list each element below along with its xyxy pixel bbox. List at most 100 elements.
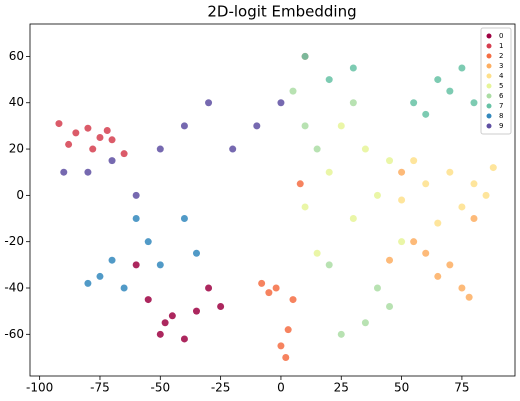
point <box>301 203 309 211</box>
legend-marker <box>486 53 492 59</box>
point <box>103 127 111 135</box>
point <box>325 261 333 269</box>
legend-label: 5 <box>499 82 503 90</box>
point <box>410 238 418 246</box>
point <box>132 261 140 269</box>
point <box>422 180 430 188</box>
point <box>446 87 454 95</box>
y-tick-label: 40 <box>9 95 24 109</box>
point <box>289 296 297 304</box>
point <box>325 168 333 176</box>
point <box>156 145 164 153</box>
point <box>489 164 497 172</box>
point <box>108 136 116 144</box>
y-tick-label: 60 <box>9 49 24 63</box>
point <box>410 157 418 165</box>
x-tick-label: 25 <box>334 381 349 395</box>
point <box>205 99 213 107</box>
x-tick-label: 75 <box>454 381 469 395</box>
point <box>108 256 116 264</box>
legend-marker <box>486 123 492 129</box>
legend-marker <box>486 63 492 69</box>
point <box>398 196 406 204</box>
axes: -100 -75 -50 -25 0 25 50 75 -60 -40 -20 0 20 40 60 <box>4 49 469 395</box>
legend-marker <box>486 43 492 49</box>
point <box>373 191 381 199</box>
point <box>301 52 309 60</box>
point <box>253 122 261 130</box>
point <box>144 238 152 246</box>
point <box>120 284 128 292</box>
point <box>325 76 333 84</box>
y-tick-label: -20 <box>4 234 24 248</box>
point <box>161 319 169 327</box>
point <box>84 279 92 287</box>
chart-title: 2D-logit Embedding <box>207 3 356 21</box>
point <box>132 215 140 223</box>
point <box>482 191 490 199</box>
point <box>217 303 225 311</box>
point <box>470 180 478 188</box>
x-tick-label: -100 <box>26 381 53 395</box>
point <box>156 330 164 338</box>
legend-box <box>480 27 512 135</box>
point <box>349 215 357 223</box>
point <box>84 168 92 176</box>
point <box>470 99 478 107</box>
point <box>470 215 478 223</box>
point <box>96 133 104 141</box>
point <box>349 99 357 107</box>
point <box>361 319 369 327</box>
point <box>337 122 345 130</box>
x-tick-label: -50 <box>150 381 170 395</box>
point <box>386 303 394 311</box>
point <box>458 203 466 211</box>
point <box>289 87 297 95</box>
y-tick-label: -60 <box>4 327 24 341</box>
legend-label: 3 <box>499 62 503 70</box>
point <box>458 284 466 292</box>
legend-marker <box>486 113 492 119</box>
point <box>446 168 454 176</box>
point <box>229 145 237 153</box>
point <box>301 122 309 130</box>
point <box>398 168 406 176</box>
point <box>84 124 92 132</box>
y-tick-label: 20 <box>9 142 24 156</box>
point <box>180 122 188 130</box>
legend-label: 7 <box>499 102 503 110</box>
point <box>458 64 466 72</box>
point <box>398 238 406 246</box>
legend-label: 6 <box>499 92 504 100</box>
legend-marker <box>486 73 492 79</box>
point <box>296 180 304 188</box>
point <box>337 330 345 338</box>
x-tick-label: -25 <box>211 381 231 395</box>
points <box>55 52 497 361</box>
point <box>373 284 381 292</box>
point <box>422 249 430 257</box>
point <box>272 284 280 292</box>
legend-marker <box>486 103 492 109</box>
legend-marker <box>486 83 492 89</box>
point <box>361 145 369 153</box>
point <box>205 284 213 292</box>
point <box>180 335 188 343</box>
point <box>156 261 164 269</box>
legend-label: 1 <box>499 42 503 50</box>
point <box>60 168 68 176</box>
point <box>313 249 321 257</box>
point <box>168 312 176 320</box>
x-tick-label: 50 <box>394 381 409 395</box>
point <box>180 215 188 223</box>
point <box>120 150 128 158</box>
y-tick-label: 0 <box>16 188 24 202</box>
y-tick-label: -40 <box>4 281 24 295</box>
legend-label: 2 <box>499 52 503 60</box>
point <box>465 293 473 301</box>
point <box>108 157 116 165</box>
point <box>282 353 290 361</box>
point <box>277 342 285 350</box>
point <box>434 272 442 280</box>
